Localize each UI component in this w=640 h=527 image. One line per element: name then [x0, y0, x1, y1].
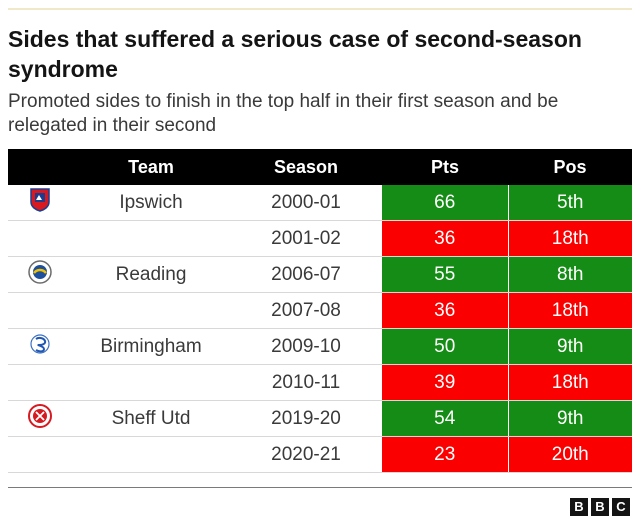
position-value: 18th: [507, 220, 632, 257]
crest-cell: [8, 256, 72, 293]
ipswich-crest-icon: [30, 187, 50, 218]
reading-crest-icon: [28, 259, 52, 290]
points-value: 66: [382, 185, 508, 221]
points-value: 54: [382, 400, 508, 437]
header-crest: [8, 149, 72, 185]
season-value: 2000-01: [230, 185, 382, 221]
chart-title: Sides that suffered a serious case of se…: [8, 26, 582, 82]
header-pos: Pos: [508, 149, 632, 185]
crest-cell: [8, 220, 72, 257]
position-value: 9th: [507, 328, 632, 365]
table-row: 2007-08 36 18th: [8, 292, 632, 329]
season-value: 2020-21: [230, 436, 382, 473]
team-name: [72, 220, 230, 257]
chart-subtitle: Promoted sides to finish in the top half…: [8, 91, 559, 136]
sheff-utd-crest-icon: [28, 403, 52, 434]
top-rule: [8, 8, 632, 10]
crest-cell: [8, 292, 72, 329]
points-value: 23: [382, 436, 508, 473]
points-value: 36: [382, 220, 508, 257]
team-name: Birmingham: [72, 328, 230, 365]
bbc-logo-icon: B B C: [570, 498, 630, 516]
bbc-logo-letter: C: [612, 498, 630, 516]
position-value: 20th: [507, 436, 632, 473]
crest-cell: [8, 364, 72, 401]
table-row: 2010-11 39 18th: [8, 364, 632, 401]
bbc-logo-letter: B: [570, 498, 588, 516]
bottom-rule: [8, 487, 632, 488]
team-name: Sheff Utd: [72, 400, 230, 437]
points-value: 36: [382, 292, 508, 329]
header-pts: Pts: [382, 149, 508, 185]
position-value: 5th: [507, 185, 632, 221]
crest-cell: [8, 400, 72, 437]
position-value: 18th: [507, 292, 632, 329]
header-season: Season: [230, 149, 382, 185]
team-name: [72, 292, 230, 329]
points-value: 39: [382, 364, 508, 401]
season-value: 2019-20: [230, 400, 382, 437]
season-value: 2001-02: [230, 220, 382, 257]
season-value: 2009-10: [230, 328, 382, 365]
table-row: Reading 2006-07 55 8th: [8, 256, 632, 293]
team-name: Reading: [72, 256, 230, 293]
table-row: 2020-21 23 20th: [8, 436, 632, 473]
position-value: 9th: [507, 400, 632, 437]
crest-cell: [8, 328, 72, 365]
birmingham-crest-icon: [30, 332, 50, 362]
team-name: [72, 436, 230, 473]
team-name: [72, 364, 230, 401]
points-value: 50: [382, 328, 508, 365]
table-row: Birmingham 2009-10 50 9th: [8, 328, 632, 365]
season-value: 2006-07: [230, 256, 382, 293]
position-value: 8th: [507, 256, 632, 293]
table-header-row: Team Season Pts Pos: [8, 149, 632, 185]
season-value: 2007-08: [230, 292, 382, 329]
crest-cell: [8, 185, 72, 221]
table-row: Ipswich 2000-01 66 5th: [8, 185, 632, 221]
season-value: 2010-11: [230, 364, 382, 401]
table-row: Sheff Utd 2019-20 54 9th: [8, 400, 632, 437]
bbc-logo-letter: B: [591, 498, 609, 516]
points-value: 55: [382, 256, 508, 293]
results-table: Team Season Pts Pos Ipswich 2000-01 66 5th 2…: [8, 149, 632, 473]
header-team: Team: [72, 149, 230, 185]
crest-cell: [8, 436, 72, 473]
position-value: 18th: [507, 364, 632, 401]
table-body: Ipswich 2000-01 66 5th 2001-02 36 18th Reading 2…: [8, 185, 632, 473]
team-name: Ipswich: [72, 185, 230, 221]
table-row: 2001-02 36 18th: [8, 220, 632, 257]
